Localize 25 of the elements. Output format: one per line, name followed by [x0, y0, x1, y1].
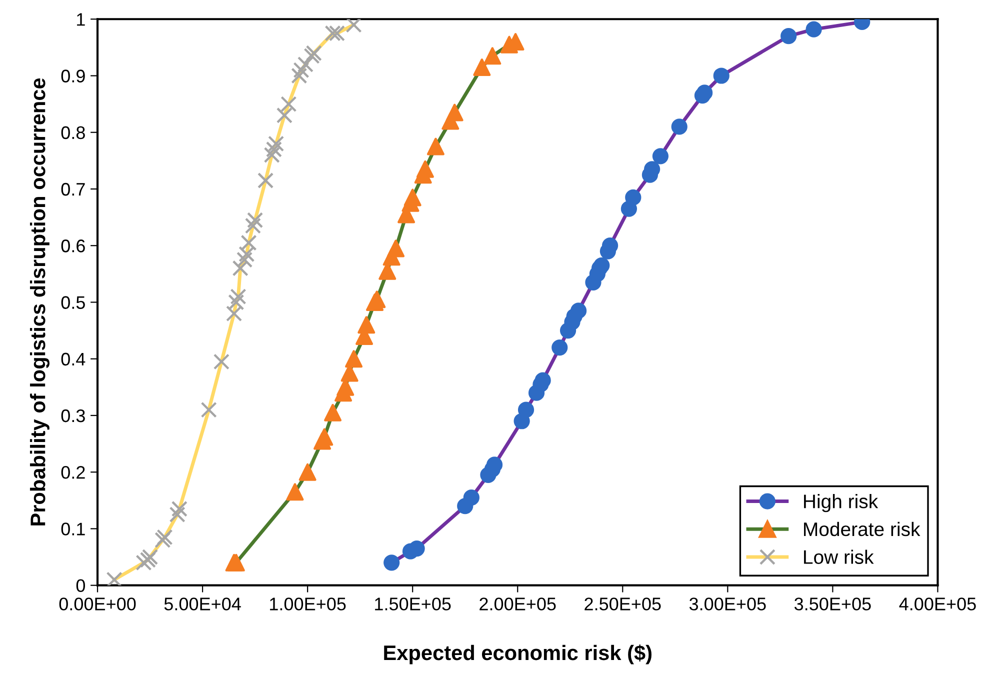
x-tick-label: 2.00E+05 — [480, 598, 556, 610]
legend-label: Low risk — [804, 550, 874, 564]
y-tick-label: 0.4 — [61, 352, 86, 366]
y-tick-label: 0.3 — [61, 409, 85, 422]
y-tick-label: 0.2 — [61, 466, 85, 479]
x-axis-title: Expected economic risk ($) — [384, 644, 652, 664]
x-tick-label: 2.50E+05 — [584, 598, 661, 610]
x-tick-label: 1.00E+05 — [270, 598, 346, 610]
y-tick-label: 1 — [77, 13, 85, 26]
x-tick-label: 4.00E+05 — [899, 598, 976, 610]
y-tick-label: 0.9 — [61, 70, 85, 82]
y-axis-title: Probability of logistics disruption occurrence — [30, 78, 50, 526]
x-tick-label: 0.00E+00 — [59, 598, 136, 610]
legend-label: High risk — [804, 494, 878, 512]
y-tick-label: 0.6 — [61, 240, 85, 252]
y-tick-label: 0 — [76, 579, 86, 592]
y-tick-label: 0.5 — [61, 296, 85, 309]
y-tick-label: 0.7 — [61, 182, 85, 196]
y-tick-label: 0.1 — [61, 522, 85, 536]
x-tick-label: 3.00E+05 — [689, 598, 766, 610]
x-tick-label: 3.50E+05 — [794, 598, 871, 610]
legend-label: Moderate risk — [804, 522, 920, 536]
x-tick-label: 1.50E+05 — [375, 598, 451, 610]
x-tick-label: 5.00E+04 — [164, 598, 241, 610]
y-tick-label: 0.8 — [61, 126, 85, 140]
